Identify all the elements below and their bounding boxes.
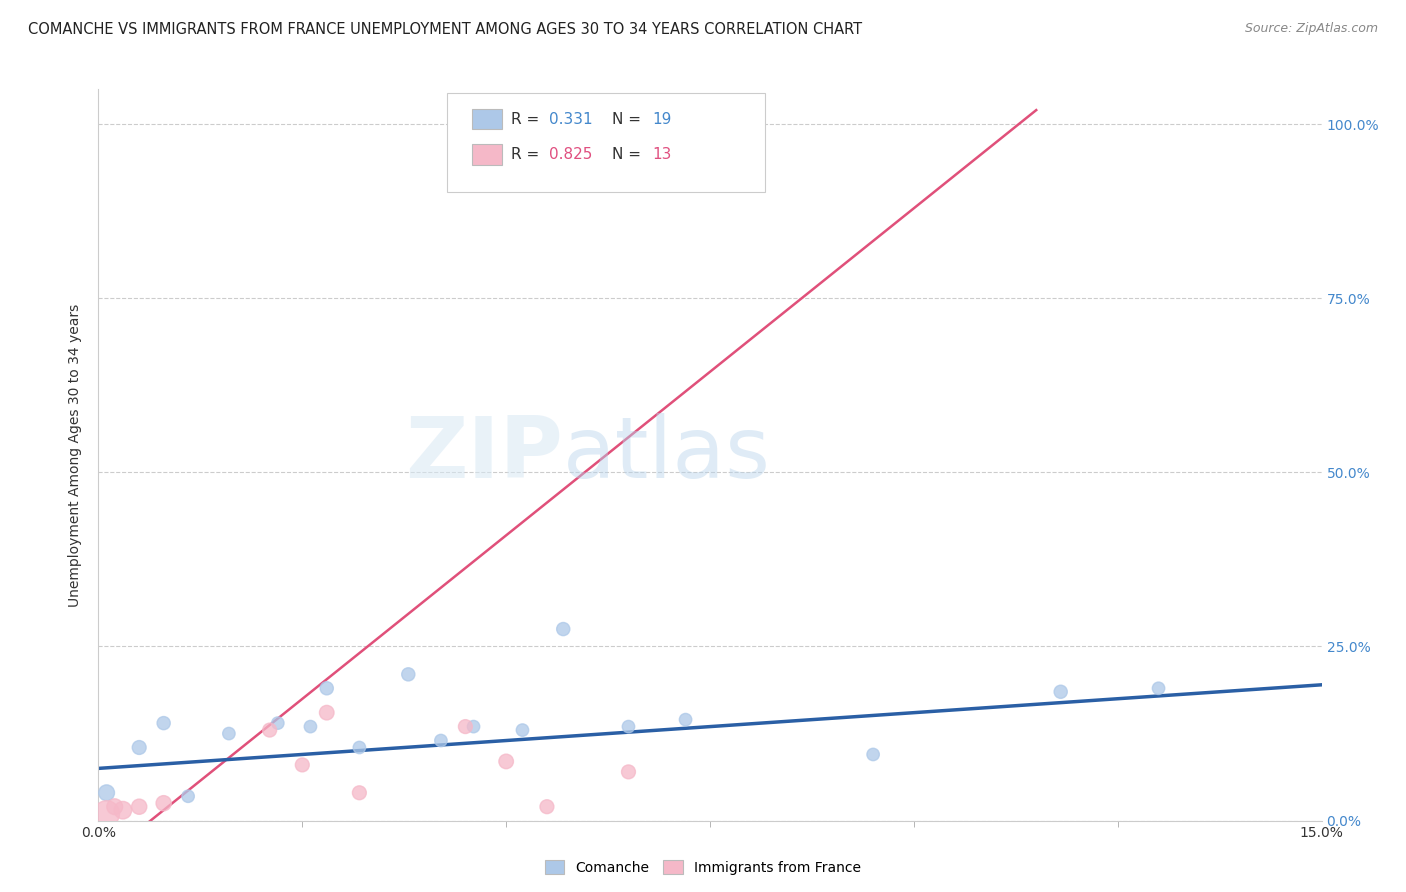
Point [291, 758, 314, 772]
Point [553, 622, 575, 636]
Point [152, 716, 174, 731]
Point [463, 720, 485, 734]
Point [96, 786, 118, 800]
Point [454, 720, 477, 734]
Point [299, 720, 322, 734]
Text: Source: ZipAtlas.com: Source: ZipAtlas.com [1244, 22, 1378, 36]
Point [617, 764, 640, 779]
Point [315, 681, 337, 696]
Point [128, 740, 150, 755]
Point [675, 713, 697, 727]
Point [177, 789, 200, 804]
Point [96, 806, 118, 821]
Point [315, 706, 337, 720]
Point [396, 667, 419, 681]
Point [512, 723, 534, 737]
Text: ZIP: ZIP [405, 413, 564, 497]
Text: N =: N = [612, 112, 641, 127]
FancyBboxPatch shape [471, 144, 502, 164]
Text: atlas: atlas [564, 413, 772, 497]
Point [104, 799, 127, 814]
Point [349, 740, 371, 755]
Text: N =: N = [612, 147, 641, 161]
Legend: Comanche, Immigrants from France: Comanche, Immigrants from France [540, 855, 866, 880]
Text: R =: R = [510, 112, 538, 127]
FancyBboxPatch shape [447, 93, 765, 192]
Point [495, 755, 517, 769]
Text: COMANCHE VS IMMIGRANTS FROM FRANCE UNEMPLOYMENT AMONG AGES 30 TO 34 YEARS CORREL: COMANCHE VS IMMIGRANTS FROM FRANCE UNEMP… [28, 22, 862, 37]
Text: 13: 13 [652, 147, 672, 161]
Point [536, 799, 558, 814]
Text: 19: 19 [652, 112, 672, 127]
Point [218, 726, 240, 740]
Point [1147, 681, 1170, 696]
Point [152, 796, 174, 810]
Point [128, 799, 150, 814]
Point [111, 803, 134, 817]
Point [430, 733, 453, 747]
Y-axis label: Unemployment Among Ages 30 to 34 years: Unemployment Among Ages 30 to 34 years [69, 303, 83, 607]
Text: 0.825: 0.825 [548, 147, 592, 161]
Point [1049, 685, 1071, 699]
Text: 0.331: 0.331 [548, 112, 592, 127]
Point [617, 720, 640, 734]
Point [862, 747, 884, 762]
Text: R =: R = [510, 147, 538, 161]
Point [349, 786, 371, 800]
Point [267, 716, 290, 731]
Point [259, 723, 281, 737]
FancyBboxPatch shape [471, 109, 502, 129]
